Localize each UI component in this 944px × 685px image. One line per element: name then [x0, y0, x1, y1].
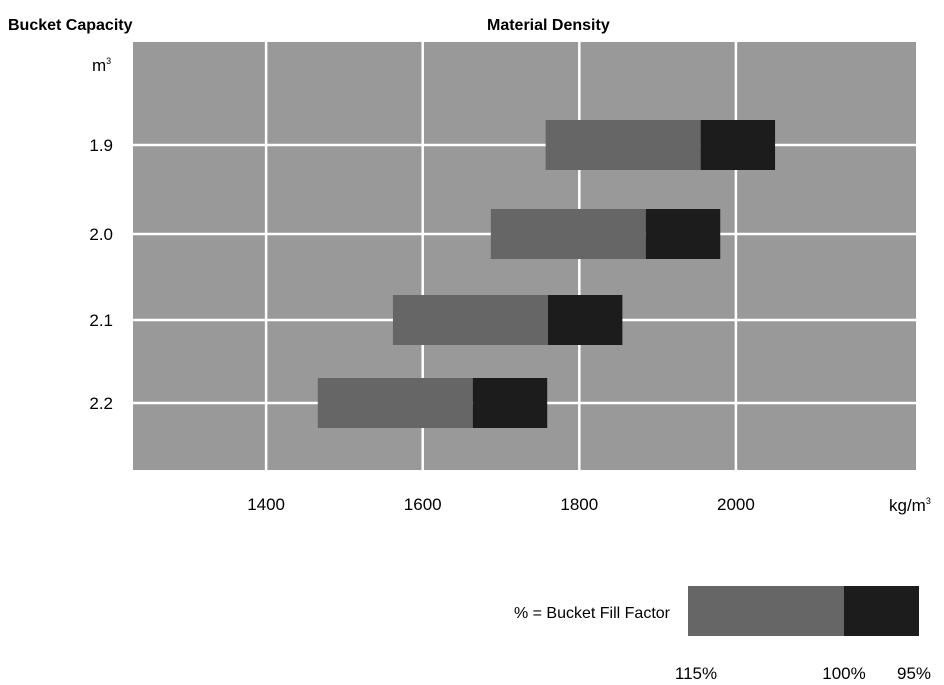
- legend-tick-95: 95%: [897, 664, 931, 683]
- bar-2.1-100pct: [547, 295, 623, 345]
- y-axis-unit-base: m: [92, 56, 106, 75]
- x-tick-label-2000: 2000: [717, 495, 755, 514]
- y-tick-labels: 1.9 2.0 2.1 2.2: [89, 136, 113, 413]
- x-tick-label-1600: 1600: [404, 495, 442, 514]
- x-axis-unit-superscript: 3: [926, 496, 931, 506]
- x-tick-label-1400: 1400: [247, 495, 285, 514]
- y-tick-label-2.2: 2.2: [89, 394, 113, 413]
- bar-2.0-100pct: [645, 209, 721, 259]
- x-axis-unit: kg/m3: [889, 496, 931, 515]
- y-axis-unit: m3: [92, 56, 111, 75]
- bar-2.2-100pct: [472, 378, 548, 428]
- y-axis-title: Bucket Capacity: [8, 17, 133, 34]
- y-tick-label-2.1: 2.1: [89, 311, 113, 330]
- legend: % = Bucket Fill Factor 115% 100% 95%: [514, 586, 931, 683]
- legend-swatch-115: [688, 586, 844, 636]
- y-tick-label-1.9: 1.9: [89, 136, 113, 155]
- y-axis-unit-superscript: 3: [106, 56, 111, 66]
- y-tick-label-2.0: 2.0: [89, 225, 113, 244]
- bar-1.9-115pct: [545, 120, 701, 170]
- x-tick-labels: 1400 1600 1800 2000: [247, 495, 755, 514]
- legend-label: % = Bucket Fill Factor: [514, 605, 671, 622]
- bar-1.9-100pct: [700, 120, 776, 170]
- bar-2.1-115pct: [392, 295, 548, 345]
- legend-tick-100: 100%: [822, 664, 865, 683]
- x-axis-unit-base: kg/m: [889, 496, 926, 515]
- plot-area: [133, 42, 916, 470]
- bar-2.2-115pct: [317, 378, 473, 428]
- bar-2.0-115pct: [490, 209, 646, 259]
- x-tick-label-1800: 1800: [560, 495, 598, 514]
- legend-tick-115: 115%: [675, 664, 717, 683]
- legend-swatch-100: [844, 586, 919, 636]
- chart-title: Material Density: [487, 17, 610, 34]
